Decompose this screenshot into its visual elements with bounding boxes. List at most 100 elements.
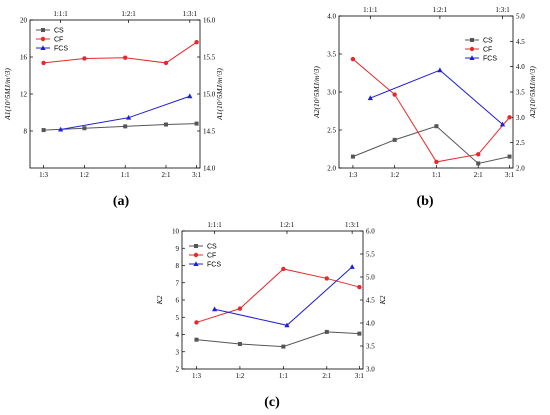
- y-right-tick-label: 5.0: [516, 13, 525, 21]
- y-left-tick-label: 6: [176, 297, 180, 305]
- y-right-tick-label: 5.5: [366, 251, 375, 259]
- y-right-tick-label: 4.0: [366, 320, 375, 328]
- y-left-axis-title: K2: [155, 295, 164, 305]
- y-right-tick-label: 14.5: [203, 128, 216, 136]
- data-point-cs: [392, 137, 397, 142]
- y-right-tick-label: 3.0: [366, 366, 375, 374]
- x-tick-label: 1:3: [348, 171, 357, 179]
- top-x-tick-label: 1:2:1: [121, 10, 136, 18]
- legend-label: CS: [54, 28, 64, 35]
- x-tick-label: 2:1: [322, 372, 331, 380]
- x-tick-label: 3:1: [192, 171, 201, 179]
- legend-marker: [40, 36, 46, 42]
- legend-marker: [40, 45, 46, 50]
- top-x-tick-label: 1:3:1: [495, 6, 510, 14]
- data-point-cs: [357, 331, 362, 336]
- y-right-tick-label: 4.0: [516, 63, 525, 71]
- legend-label: CF: [54, 37, 63, 44]
- top-x-tick-label: 1:3:1: [345, 221, 360, 229]
- top-x-tick-label: 1:2:1: [433, 6, 448, 14]
- y-right-tick-label: 4.5: [366, 297, 375, 305]
- y-right-tick-label: 15.0: [203, 91, 216, 99]
- y-left-axis-title: A2(10^5MJ/m^3): [312, 66, 321, 119]
- y-right-axis-title: A2(10^5MJ/m^3): [528, 66, 537, 119]
- data-point-cs: [476, 161, 481, 166]
- panel-label: (b): [416, 194, 433, 209]
- data-point-cf: [324, 276, 329, 281]
- top-x-tick-label: 1:1:1: [363, 6, 378, 14]
- x-tick-label: 2:1: [162, 171, 171, 179]
- data-point-cs: [123, 124, 128, 129]
- y-left-tick-label: 3.0: [327, 89, 336, 97]
- y-right-tick-label: 16.0: [203, 17, 216, 25]
- y-left-tick-label: 4.0: [327, 13, 336, 21]
- data-point-cs: [324, 329, 329, 334]
- legend-label: CF: [207, 253, 216, 260]
- data-point-cs: [434, 124, 439, 129]
- legend-label: FCS: [207, 262, 221, 269]
- legend-marker: [193, 252, 199, 258]
- legend-label: FCS: [54, 46, 68, 53]
- x-tick-label: 3:1: [505, 171, 514, 179]
- data-point-fcs: [349, 264, 355, 269]
- panel-label: (a): [113, 194, 130, 209]
- data-point-cs: [82, 126, 87, 131]
- data-point-fcs: [367, 95, 373, 101]
- legend-label: CF: [483, 47, 492, 54]
- y-right-tick-label: 6.0: [366, 228, 375, 236]
- x-tick-label: 1:2: [235, 372, 244, 380]
- y-left-tick-label: 20: [20, 17, 28, 25]
- top-x-tick-label: 1:1:1: [53, 10, 68, 18]
- top-x-tick-label: 1:1:1: [207, 221, 222, 229]
- legend-marker: [470, 38, 474, 42]
- top-x-tick-label: 1:2:1: [280, 221, 295, 229]
- data-point-cf: [507, 115, 512, 120]
- data-point-cf: [82, 56, 87, 61]
- data-point-cs: [194, 337, 199, 342]
- series-line-cs: [196, 331, 360, 348]
- data-point-fcs: [437, 67, 443, 73]
- y-right-tick-label: 5.0: [366, 274, 375, 282]
- y-left-tick-label: 3: [176, 348, 180, 356]
- y-left-tick-label: 12: [20, 91, 28, 99]
- y-right-tick-label: 4.5: [516, 38, 525, 46]
- x-tick-label: 3:1: [355, 372, 364, 380]
- data-point-cf: [41, 60, 46, 66]
- legend-marker: [469, 46, 475, 52]
- legend-label: CS: [207, 244, 217, 251]
- chart-panel-1: 1:3 1:2 1:1 2:1 3:1 1:1:1 1:2:1 1:3:1 8 12 16 20 14.…: [3, 10, 224, 209]
- legend-label: FCS: [483, 56, 497, 63]
- series-line-fcs: [370, 69, 503, 125]
- legend-label: CS: [483, 38, 493, 45]
- data-point-cf: [194, 320, 199, 325]
- legend-marker: [41, 28, 45, 32]
- data-point-cs: [41, 128, 46, 133]
- x-tick-label: 1:2: [390, 171, 399, 179]
- series-line-cf: [196, 268, 360, 323]
- data-point-cf: [357, 284, 362, 290]
- legend-marker: [193, 261, 199, 266]
- series-line-fcs: [214, 266, 353, 326]
- y-right-tick-label: 2.0: [516, 165, 525, 173]
- y-left-tick-label: 5: [176, 314, 180, 322]
- legend-marker: [194, 244, 198, 248]
- data-point-cf: [123, 55, 128, 60]
- x-tick-label: 1:3: [39, 171, 48, 179]
- data-point-fcs: [211, 306, 218, 312]
- data-point-fcs: [499, 121, 506, 127]
- y-left-tick-label: 2.0: [327, 165, 336, 173]
- y-left-tick-label: 7: [176, 279, 180, 287]
- data-point-cf: [350, 56, 356, 62]
- data-point-cf: [476, 152, 481, 157]
- y-right-tick-label: 14.0: [203, 165, 216, 173]
- data-point-cs: [194, 121, 199, 126]
- top-x-tick-label: 1:3:1: [183, 10, 198, 18]
- y-right-tick-label: 2.5: [516, 139, 525, 147]
- series-line-cs: [43, 123, 197, 131]
- data-point-fcs: [126, 114, 132, 120]
- data-point-fcs: [58, 126, 64, 132]
- y-right-tick-label: 3.5: [366, 343, 375, 351]
- y-left-tick-label: 10: [172, 228, 180, 236]
- data-point-cs: [350, 154, 355, 159]
- data-point-cf: [163, 60, 169, 66]
